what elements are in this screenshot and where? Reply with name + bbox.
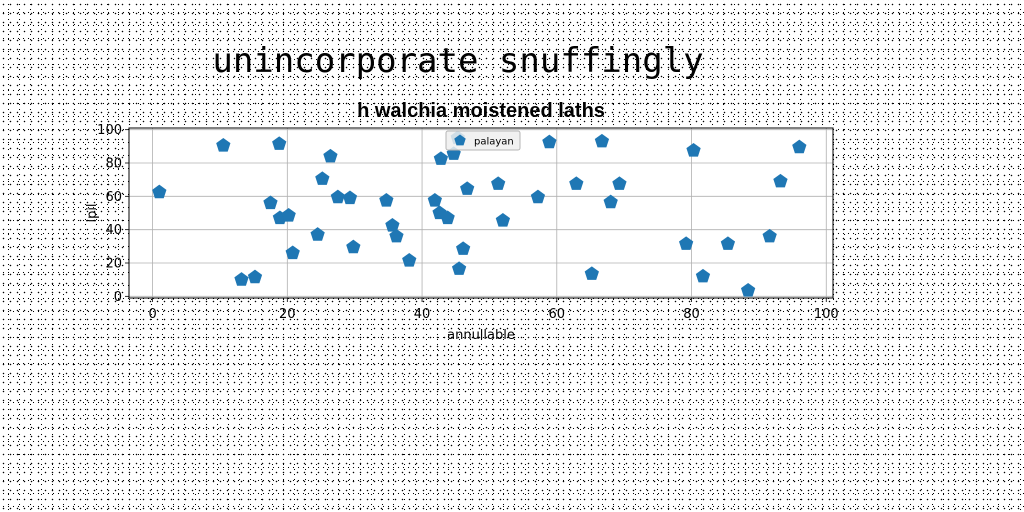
- data-point: [385, 218, 400, 232]
- data-point: [542, 134, 557, 149]
- data-point: [152, 184, 167, 199]
- data-point: [530, 189, 546, 204]
- data-point: [720, 236, 736, 250]
- data-point: [330, 189, 345, 204]
- x-tick-label: 40: [414, 307, 431, 322]
- data-point: [263, 195, 278, 210]
- y-tick-label: 0: [114, 290, 122, 305]
- x-tick-label: 100: [814, 307, 839, 322]
- data-point: [612, 176, 627, 190]
- data-point: [247, 269, 263, 284]
- data-point: [285, 245, 300, 260]
- x-tick-label: 20: [279, 307, 296, 322]
- data-point: [427, 193, 442, 207]
- plot-frame: [128, 127, 834, 299]
- data-point: [440, 210, 455, 225]
- data-point: [342, 190, 358, 205]
- chart-title: h walchia moistened laths: [357, 100, 605, 122]
- data-point: [379, 193, 394, 207]
- data-point: [216, 138, 231, 152]
- x-tick-label: 80: [683, 307, 700, 322]
- x-axis-label: annullable: [447, 328, 515, 343]
- data-point: [495, 213, 511, 227]
- data-point: [433, 151, 449, 165]
- y-tick-label: 60: [105, 190, 122, 205]
- data-point: [323, 148, 338, 163]
- plot-area: 0 20 40 60 80 100 0 20 40 60 80 100: [97, 123, 839, 322]
- data-point: [773, 173, 788, 188]
- data-point: [695, 268, 711, 283]
- data-point: [456, 241, 471, 255]
- data-point: [679, 236, 694, 250]
- y-tick-label: 80: [105, 157, 122, 172]
- data-point: [569, 176, 584, 190]
- legend: palayan: [445, 130, 521, 151]
- data-points: [152, 130, 807, 297]
- data-point: [603, 194, 618, 209]
- legend-marker: [454, 134, 466, 146]
- data-point: [389, 228, 404, 243]
- figure-title: unincorporate snuffingly: [212, 41, 703, 81]
- data-point: [460, 181, 475, 195]
- data-point: [234, 272, 249, 286]
- data-point: [451, 261, 467, 275]
- data-point: [762, 228, 777, 243]
- x-axis-ticks: 0 20 40 60 80 100: [148, 298, 839, 322]
- y-axis-label: ipil: [85, 203, 100, 222]
- y-tick-label: 40: [105, 223, 122, 238]
- data-point: [792, 139, 807, 154]
- data-point: [402, 253, 417, 267]
- data-point: [584, 266, 599, 280]
- data-point: [491, 176, 506, 190]
- data-point: [272, 136, 287, 150]
- legend-label: palayan: [474, 137, 514, 148]
- data-point: [315, 171, 330, 185]
- data-point: [346, 239, 361, 254]
- y-tick-label: 20: [105, 257, 122, 272]
- x-tick-label: 60: [549, 307, 566, 322]
- y-axis-ticks: 0 20 40 60 80 100: [97, 123, 129, 305]
- data-point: [686, 143, 701, 157]
- data-point: [594, 133, 610, 148]
- legend-box: [445, 130, 521, 151]
- plot-background: [129, 128, 833, 298]
- data-point: [740, 283, 756, 297]
- x-tick-label: 0: [148, 307, 156, 322]
- y-tick-label: 100: [97, 123, 122, 138]
- data-point: [281, 208, 296, 222]
- data-point: [310, 227, 325, 241]
- grid: [129, 128, 833, 298]
